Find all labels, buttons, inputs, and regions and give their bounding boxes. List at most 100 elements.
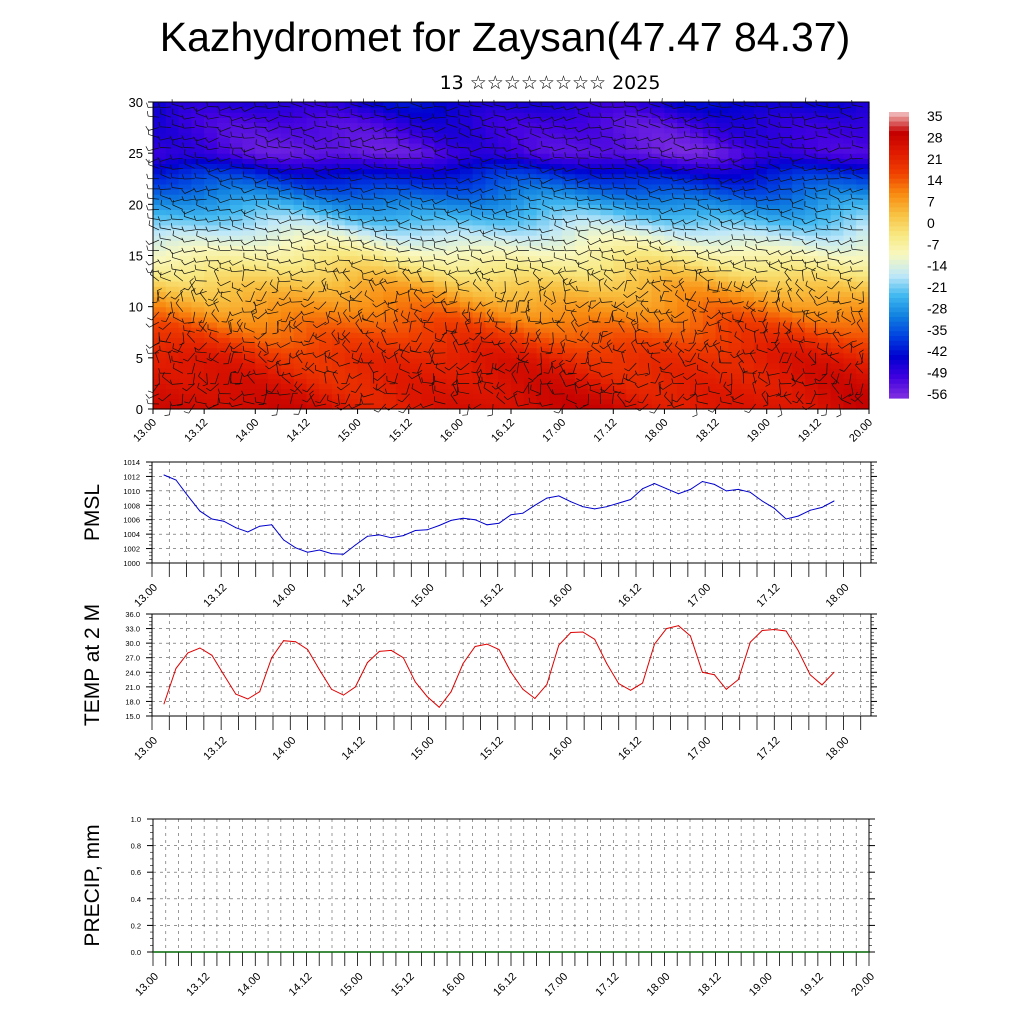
heatmap-cell <box>779 388 793 395</box>
heatmap-cell <box>587 403 602 410</box>
heatmap-cell <box>255 322 269 328</box>
heatmap-cell <box>651 194 666 200</box>
heatmap-cell <box>165 214 180 221</box>
wind-barb <box>339 290 351 295</box>
heatmap-cell <box>779 219 793 226</box>
heatmap-cell <box>600 132 614 139</box>
heatmap-cell <box>715 265 729 272</box>
heatmap-cell <box>626 127 640 134</box>
wind-barb <box>704 301 709 313</box>
heatmap-cell <box>191 229 205 236</box>
heatmap-cell <box>434 102 448 108</box>
wind-barb-flag <box>289 325 294 330</box>
heatmap-cell <box>562 117 576 124</box>
heatmap-cell <box>549 322 563 328</box>
heatmap-cell <box>690 199 704 205</box>
heatmap-cell <box>651 102 666 108</box>
heatmap-cell <box>664 368 678 374</box>
heatmap-cell <box>779 102 793 108</box>
wind-barb-flag <box>664 290 670 293</box>
heatmap-cell <box>574 368 589 374</box>
heatmap-cell <box>830 316 845 323</box>
wind-barb <box>565 309 577 313</box>
wind-barb <box>686 305 697 313</box>
heatmap-cell <box>562 393 576 400</box>
heatmap-cell <box>216 158 231 164</box>
wind-barb-flag <box>231 282 234 288</box>
heatmap-cell <box>702 194 717 200</box>
heatmap-cell <box>574 316 589 323</box>
heatmap-cell <box>268 316 282 323</box>
heatmap-cell <box>178 229 192 236</box>
heatmap-cell <box>600 291 614 298</box>
heatmap-cell <box>408 270 423 277</box>
wind-barb-flag <box>849 343 854 348</box>
heatmap-cell <box>153 393 167 400</box>
heatmap-cell <box>459 173 474 180</box>
heatmap-cell <box>498 322 512 328</box>
heatmap-cell <box>613 209 627 216</box>
heatmap-cell <box>664 153 678 159</box>
heatmap-cell <box>485 250 499 257</box>
heatmap-cell <box>395 368 410 374</box>
wind-barb-flag <box>723 381 727 387</box>
heatmap-cell <box>587 281 602 287</box>
wind-barb <box>463 342 470 353</box>
wind-barb-flag <box>305 361 308 367</box>
heatmap-cell <box>383 112 397 118</box>
heatmap-cell <box>434 398 448 405</box>
heatmap-cell <box>306 102 320 108</box>
heatmap-cell <box>191 112 205 118</box>
wind-barb <box>422 280 434 283</box>
heatmap-cell <box>280 132 295 139</box>
heatmap-cell <box>523 245 538 251</box>
heatmap-cell <box>306 112 320 118</box>
wind-barb <box>578 266 589 272</box>
wind-barb-flag <box>211 309 215 314</box>
wind-barb <box>748 403 756 413</box>
heatmap-cell <box>357 178 371 185</box>
wind-barb <box>835 311 840 323</box>
heatmap-cell <box>306 122 320 129</box>
heatmap-cell <box>626 362 640 369</box>
heatmap-cell <box>421 393 435 400</box>
heatmap-cell <box>805 142 819 149</box>
wind-barb-flag <box>685 360 691 363</box>
heatmap-cell <box>523 388 538 395</box>
heatmap-cell <box>229 137 244 144</box>
heatmap-cell <box>344 260 359 267</box>
heatmap-cell <box>856 342 870 349</box>
wind-barb-flag <box>808 350 812 355</box>
heatmap-cell <box>383 306 397 313</box>
wind-barb-flag <box>475 332 481 335</box>
heatmap-cell <box>434 393 448 400</box>
heatmap-cell <box>741 188 755 195</box>
heatmap-cell <box>191 127 205 134</box>
heatmap-cell <box>153 347 167 354</box>
heatmap-cell <box>472 260 487 267</box>
wind-barb-flag <box>790 307 793 313</box>
heatmap-cell <box>370 194 384 200</box>
wind-barb <box>244 327 255 333</box>
heatmap-cell <box>370 403 384 410</box>
heatmap-cell <box>702 306 717 313</box>
heatmap-cell <box>805 357 819 364</box>
heatmap-cell <box>408 362 423 369</box>
heatmap-cell <box>332 122 346 129</box>
wind-barb <box>291 372 303 378</box>
wind-barb <box>604 383 613 392</box>
wind-barb-flag <box>655 394 661 397</box>
heatmap-cell <box>830 158 845 164</box>
heatmap-cell <box>319 178 333 185</box>
heatmap-cell <box>191 316 205 323</box>
heatmap-cell <box>574 173 589 180</box>
heatmap-cell <box>383 322 397 328</box>
wind-barb-flag <box>496 381 500 387</box>
heatmap-cell <box>753 316 768 323</box>
wind-barb-flag <box>623 304 628 308</box>
wind-barb <box>515 301 518 313</box>
wind-barb-flag <box>373 409 379 413</box>
wind-barb-flag <box>646 342 651 347</box>
heatmap-cell <box>395 148 410 154</box>
heatmap-cell <box>447 270 461 277</box>
